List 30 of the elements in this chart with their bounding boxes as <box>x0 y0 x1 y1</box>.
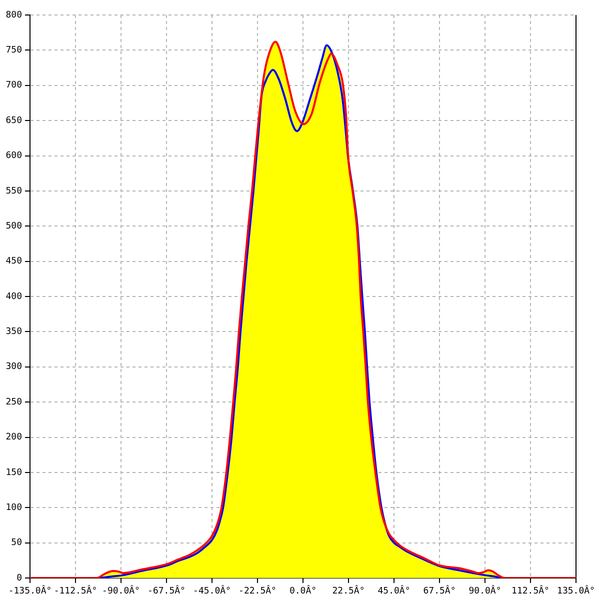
x-tick-label: 22.5Â° <box>332 584 365 597</box>
x-tick-label: -22.5Â° <box>238 584 276 597</box>
y-tick-label: 200 <box>6 432 22 443</box>
y-tick-label: 650 <box>6 116 22 126</box>
x-tick-label: -90.0Â° <box>102 584 140 597</box>
y-tick-label: 800 <box>6 10 22 20</box>
y-tick-label: 600 <box>6 151 22 162</box>
y-tick-label: 500 <box>6 221 22 232</box>
x-tick-label: 90.0Â° <box>468 584 502 597</box>
x-tick-label: -45.0Â° <box>193 584 231 597</box>
y-tick-label: 50 <box>11 538 22 548</box>
y-tick-label: 300 <box>6 362 22 372</box>
y-tick-label: 400 <box>6 292 22 302</box>
x-tick-label: 0.0Â° <box>289 584 317 597</box>
x-tick-label: 45.0Â° <box>378 584 410 597</box>
y-tick-label: 150 <box>6 468 22 478</box>
y-tick-label: 700 <box>6 80 22 91</box>
x-tick-label: -135.0Â° <box>8 584 52 597</box>
x-tick-label: 112.5Â° <box>512 584 550 597</box>
y-tick-label: 450 <box>6 256 22 267</box>
y-tick-label: 350 <box>6 327 22 338</box>
x-tick-label: -112.5Â° <box>54 584 98 597</box>
y-tick-label: 100 <box>6 502 22 513</box>
y-tick-label: 250 <box>6 397 22 408</box>
y-tick-label: 550 <box>6 186 22 196</box>
x-tick-label: -67.5Â° <box>148 584 186 597</box>
y-tick-label: 750 <box>6 46 22 56</box>
x-tick-label: 135.0Â° <box>557 584 595 597</box>
x-tick-label: 67.5Â° <box>423 584 456 597</box>
y-tick-label: 0 <box>16 573 22 584</box>
